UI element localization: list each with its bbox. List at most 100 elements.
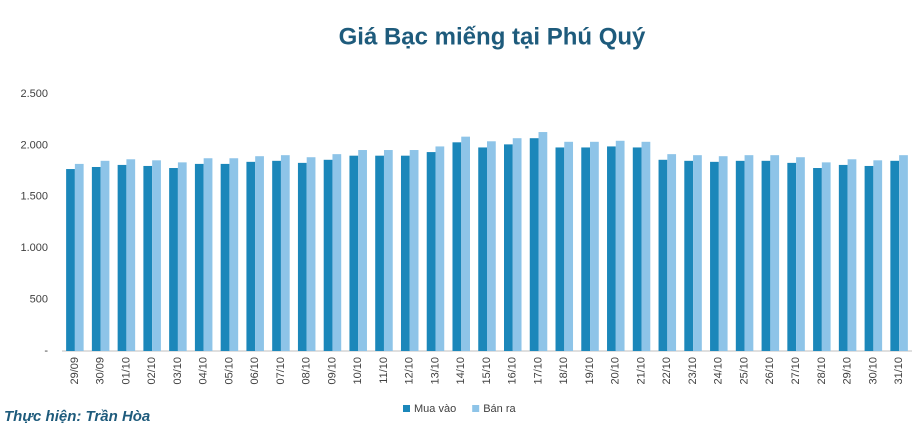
x-tick-label: 08/10	[301, 357, 313, 385]
bar	[126, 159, 136, 351]
bar	[435, 146, 445, 351]
x-tick-label: 30/10	[867, 357, 879, 385]
bar	[272, 160, 281, 351]
bar	[735, 160, 745, 351]
credit: Thực hiện: Trần Hòa	[4, 408, 150, 425]
bar	[358, 150, 367, 351]
bar	[899, 155, 908, 351]
bar	[693, 155, 702, 351]
bar	[323, 159, 333, 351]
legend-swatch	[472, 405, 480, 412]
bar	[890, 160, 900, 351]
x-tick-label: 27/10	[790, 357, 802, 385]
bar	[409, 150, 419, 351]
bar	[684, 160, 694, 351]
bar	[564, 141, 574, 351]
legend-label: Bán ra	[483, 403, 516, 415]
bar	[66, 169, 75, 351]
bar	[117, 164, 127, 351]
bar	[667, 154, 677, 351]
x-tick-label: 19/10	[584, 357, 596, 385]
x-tick-label: 15/10	[481, 357, 493, 385]
x-tick-label: 22/10	[661, 357, 673, 385]
bar	[615, 140, 625, 351]
y-tick-label: 2.500	[20, 88, 48, 100]
x-tick-label: 16/10	[507, 357, 519, 385]
bar	[761, 160, 771, 351]
bar	[143, 165, 153, 351]
bar	[632, 147, 642, 351]
bar	[203, 158, 213, 351]
bar	[152, 160, 161, 351]
x-tick-label: 24/10	[713, 357, 725, 385]
x-tick-label: 06/10	[249, 357, 261, 385]
bar	[504, 144, 513, 351]
bar	[461, 136, 470, 351]
bar	[487, 141, 496, 351]
bar	[847, 159, 857, 351]
bar	[100, 160, 110, 351]
y-tick-label: 1.500	[20, 191, 48, 203]
chart-title: Giá Bạc miếng tại Phú Quý	[339, 23, 646, 50]
bar	[529, 138, 539, 351]
bar	[770, 155, 780, 351]
bar	[400, 155, 410, 351]
x-tick-label: 05/10	[223, 357, 235, 385]
bar	[813, 168, 822, 351]
legend-swatch	[403, 405, 410, 412]
x-tick-label: 21/10	[635, 357, 647, 385]
x-tick-label: 03/10	[172, 357, 184, 385]
bar	[796, 157, 805, 351]
bar	[452, 142, 462, 351]
x-tick-label: 12/10	[404, 357, 416, 385]
x-tick-label: 02/10	[146, 357, 158, 385]
bar	[246, 161, 256, 351]
bar	[375, 155, 384, 351]
bar	[873, 160, 883, 351]
y-tick-label: 1.000	[20, 242, 48, 254]
bar	[538, 132, 548, 351]
x-tick-label: 11/10	[378, 357, 390, 384]
bar	[169, 168, 178, 351]
bar	[349, 155, 359, 351]
x-tick-label: 30/09	[95, 357, 107, 385]
x-tick-label: 31/10	[893, 357, 905, 385]
x-tick-label: 10/10	[352, 357, 364, 385]
bar	[864, 165, 874, 351]
bar	[744, 155, 754, 351]
bar	[710, 161, 719, 351]
bar	[555, 147, 565, 351]
y-tick-label: -	[44, 345, 48, 357]
x-tick-label: 18/10	[558, 357, 570, 385]
bar	[581, 147, 591, 351]
bar	[220, 163, 230, 351]
x-tick-label: 23/10	[687, 357, 699, 385]
x-tick-label: 25/10	[738, 357, 750, 385]
x-tick-label: 01/10	[120, 357, 132, 385]
bar	[383, 150, 393, 351]
x-tick-label: 04/10	[198, 357, 210, 385]
x-tick-label: 29/10	[842, 357, 854, 385]
x-tick-label: 28/10	[816, 357, 828, 385]
bar	[658, 159, 668, 351]
x-tick-label: 29/09	[69, 357, 81, 385]
bar	[74, 163, 84, 351]
bar	[297, 162, 307, 351]
x-tick-label: 07/10	[275, 357, 287, 385]
y-tick-label: 2.000	[20, 139, 48, 151]
bar	[306, 157, 316, 351]
bar	[91, 166, 101, 351]
x-tick-label: 26/10	[764, 357, 776, 385]
bar	[787, 162, 797, 351]
bar	[838, 164, 848, 351]
bar	[512, 138, 522, 351]
x-tick-label: 17/10	[532, 357, 544, 385]
bar	[332, 154, 342, 351]
bar	[590, 141, 599, 351]
x-tick-label: 20/10	[610, 357, 622, 385]
bar	[718, 156, 728, 351]
x-tick-label: 13/10	[429, 357, 441, 385]
bar	[478, 147, 487, 351]
x-tick-label: 09/10	[326, 357, 338, 385]
